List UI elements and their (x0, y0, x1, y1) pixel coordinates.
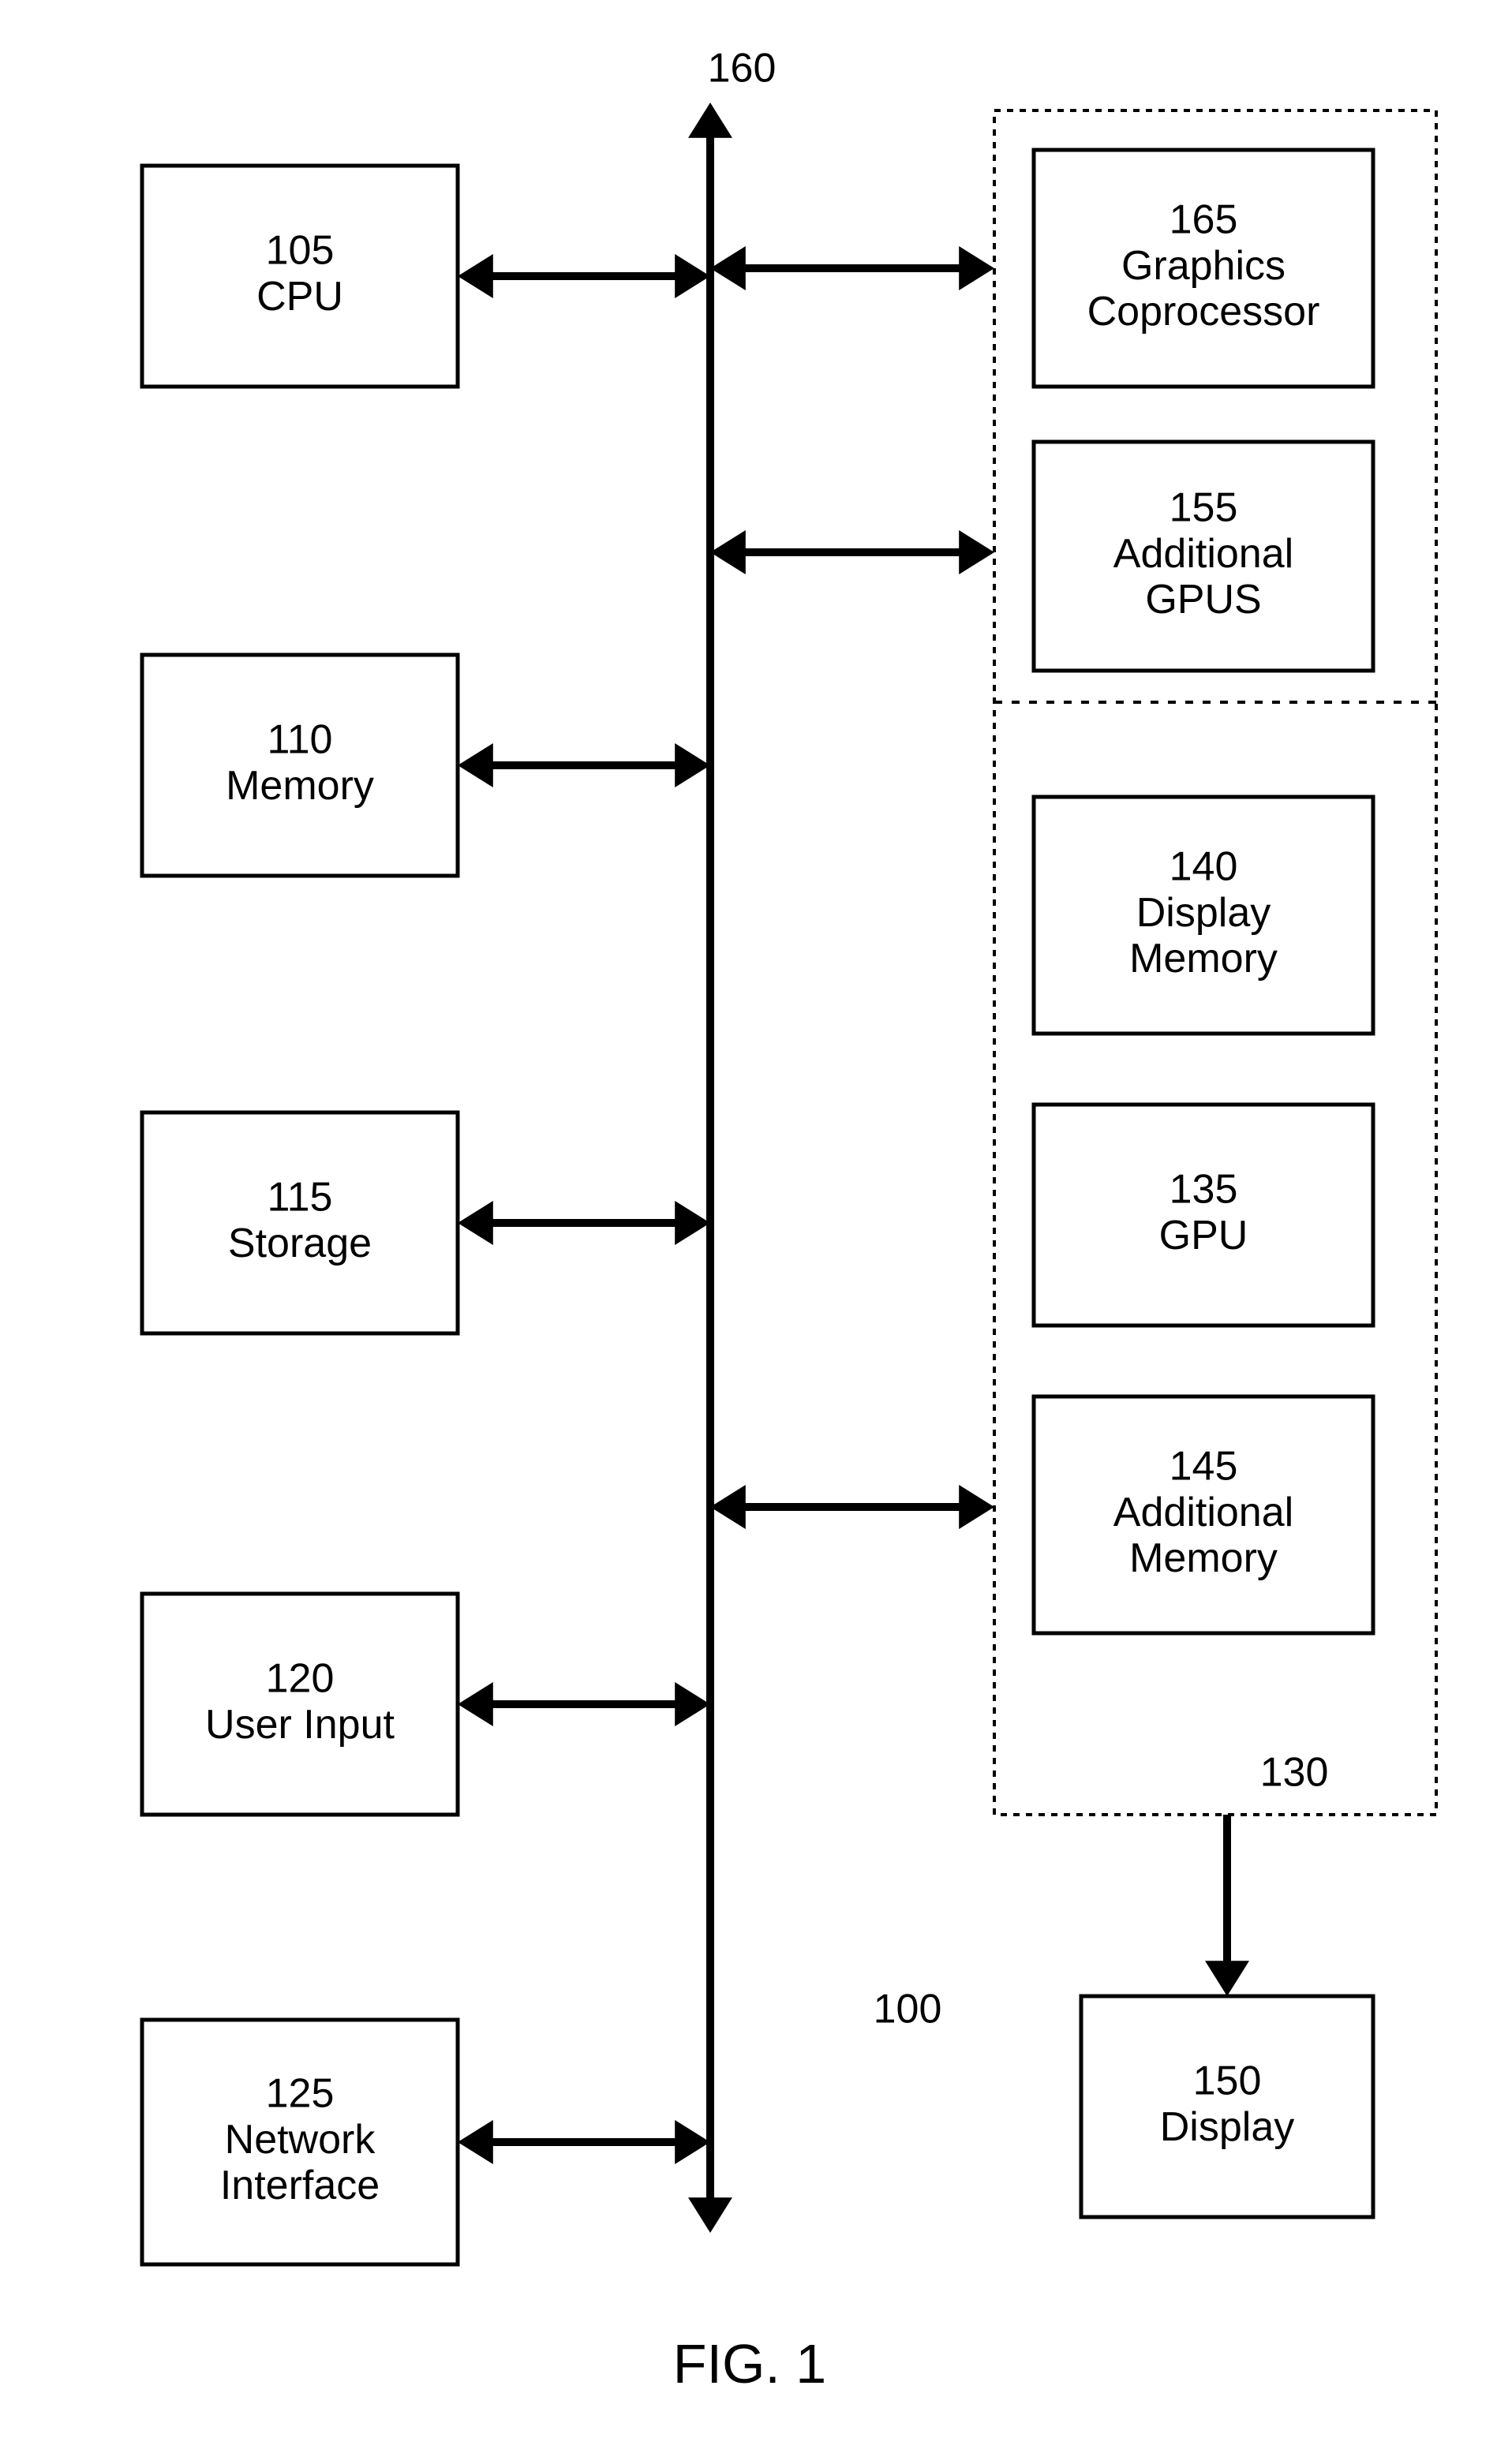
block-addgpus-ref: 155 (1170, 485, 1238, 531)
block-network-label: NetworkInterface (220, 2117, 380, 2208)
block-gpu-ref: 135 (1170, 1167, 1238, 1213)
figure-label: FIG. 1 (673, 2333, 826, 2395)
block-input-label: User Input (205, 1702, 395, 1748)
block-gcoproc-ref: 165 (1170, 197, 1238, 243)
bus-ref: 160 (708, 46, 777, 92)
block-addmem-label: AdditionalMemory (1113, 1490, 1293, 1581)
block-memory-label: Memory (226, 763, 374, 809)
group-ref: 130 (1260, 1750, 1329, 1796)
block-dispmem-ref: 140 (1170, 844, 1238, 890)
block-gpu-label: GPU (1159, 1213, 1248, 1258)
block-input-ref: 120 (266, 1656, 335, 1702)
block-memory-ref: 110 (268, 717, 333, 763)
block-addmem-ref: 145 (1170, 1444, 1238, 1490)
block-cpu-label: CPU (256, 274, 343, 320)
block-cpu-ref: 105 (266, 228, 335, 274)
block-display-ref: 150 (1193, 2058, 1262, 2104)
block-network-ref: 125 (266, 2071, 335, 2117)
block-storage-label: Storage (228, 1221, 372, 1266)
block-storage-ref: 115 (268, 1175, 333, 1221)
system-ref: 100 (874, 1987, 942, 2032)
block-gcoproc-label: GraphicsCoprocessor (1087, 243, 1320, 335)
block-dispmem-label: DisplayMemory (1129, 890, 1278, 981)
block-display-label: Display (1160, 2104, 1295, 2150)
